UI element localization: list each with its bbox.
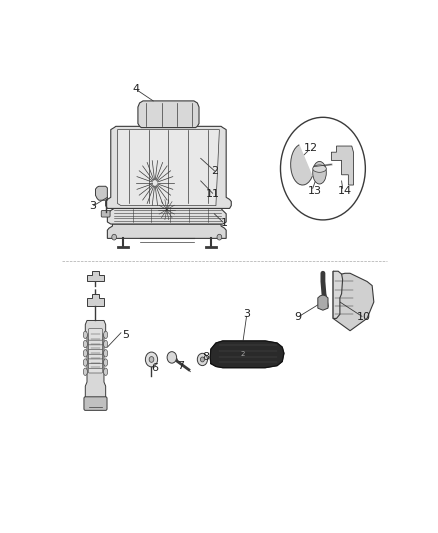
FancyBboxPatch shape <box>88 338 102 350</box>
Ellipse shape <box>313 165 326 172</box>
Polygon shape <box>333 271 374 330</box>
Text: 7: 7 <box>177 361 184 370</box>
Text: 1: 1 <box>221 218 228 228</box>
Polygon shape <box>107 207 226 224</box>
Text: 13: 13 <box>307 186 321 196</box>
FancyBboxPatch shape <box>88 343 102 354</box>
Text: 10: 10 <box>357 312 371 322</box>
Circle shape <box>149 357 154 362</box>
Ellipse shape <box>83 341 87 348</box>
FancyBboxPatch shape <box>88 361 102 373</box>
FancyBboxPatch shape <box>88 352 102 364</box>
Ellipse shape <box>104 359 108 366</box>
Polygon shape <box>333 271 343 318</box>
Ellipse shape <box>313 161 326 184</box>
Text: 8: 8 <box>202 352 209 362</box>
Circle shape <box>112 235 117 240</box>
Circle shape <box>167 352 177 363</box>
Circle shape <box>217 235 222 240</box>
FancyBboxPatch shape <box>88 357 102 368</box>
Polygon shape <box>87 271 104 281</box>
Text: 3: 3 <box>243 309 250 319</box>
Circle shape <box>145 352 158 367</box>
FancyBboxPatch shape <box>101 211 110 217</box>
Text: 11: 11 <box>205 189 219 199</box>
Polygon shape <box>332 146 353 185</box>
Text: 2: 2 <box>241 351 245 357</box>
FancyBboxPatch shape <box>84 397 107 410</box>
Ellipse shape <box>104 368 108 375</box>
Polygon shape <box>210 341 284 368</box>
Text: 12: 12 <box>304 143 318 153</box>
Polygon shape <box>95 186 107 200</box>
Text: 5: 5 <box>123 330 130 340</box>
Polygon shape <box>85 320 106 400</box>
Polygon shape <box>107 224 226 238</box>
Text: 6: 6 <box>152 362 159 373</box>
Text: 9: 9 <box>294 312 301 322</box>
FancyBboxPatch shape <box>88 329 102 340</box>
Ellipse shape <box>104 341 108 348</box>
Polygon shape <box>291 145 312 185</box>
Ellipse shape <box>83 368 87 375</box>
Ellipse shape <box>104 350 108 357</box>
Circle shape <box>200 357 205 362</box>
Circle shape <box>197 353 208 366</box>
FancyBboxPatch shape <box>88 348 102 359</box>
Text: 14: 14 <box>338 186 352 196</box>
Text: 3: 3 <box>89 200 96 211</box>
Polygon shape <box>87 294 104 306</box>
Ellipse shape <box>104 331 108 338</box>
Polygon shape <box>318 295 328 310</box>
Polygon shape <box>138 101 199 127</box>
Polygon shape <box>117 130 219 206</box>
Ellipse shape <box>83 359 87 366</box>
Text: 4: 4 <box>133 84 140 94</box>
Polygon shape <box>106 126 231 208</box>
Text: 2: 2 <box>211 166 218 176</box>
FancyBboxPatch shape <box>88 333 102 345</box>
Ellipse shape <box>83 350 87 357</box>
Ellipse shape <box>83 331 87 338</box>
